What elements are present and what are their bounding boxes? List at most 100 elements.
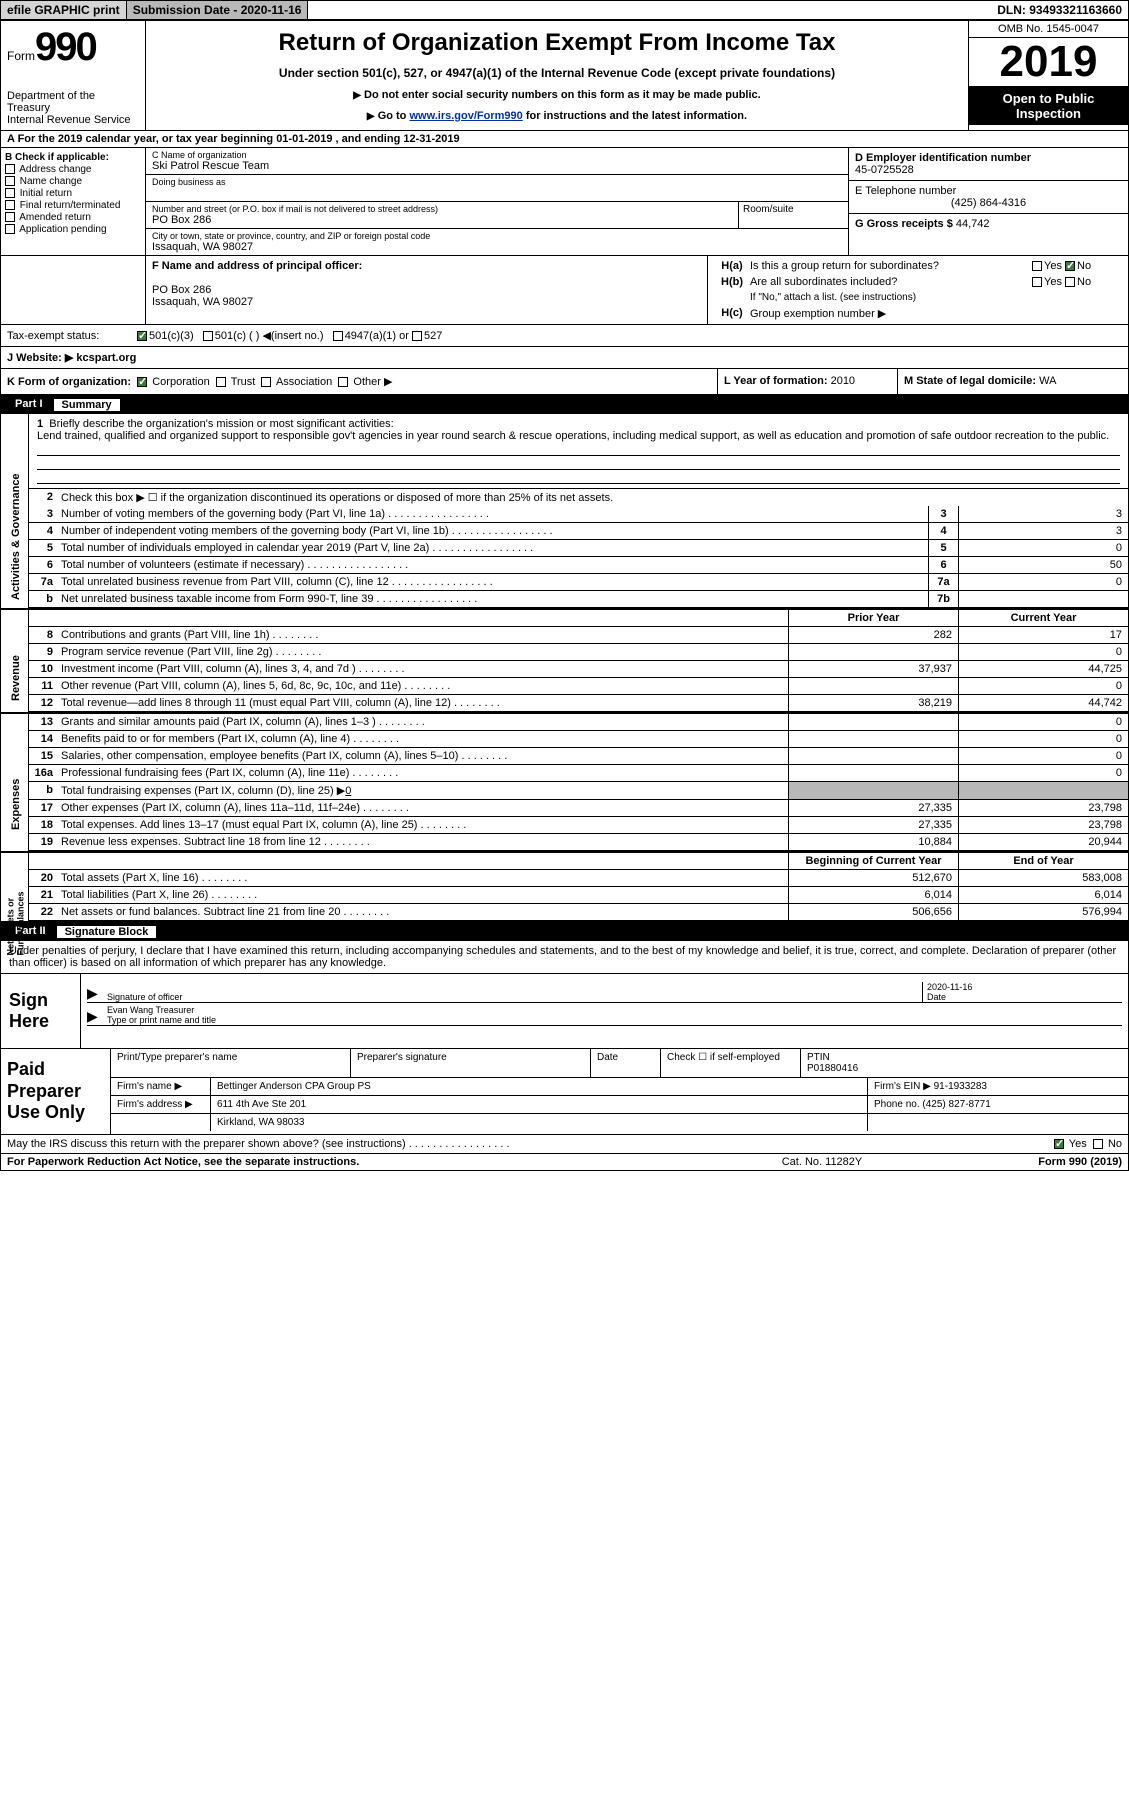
d-label: D Employer identification number <box>855 152 1122 164</box>
summary-line: 4Number of independent voting members of… <box>29 523 1128 540</box>
mission-block: 1 Briefly describe the organization's mi… <box>29 414 1128 489</box>
mission-text: Lend trained, qualified and organized su… <box>37 430 1120 442</box>
tax-status-row: Tax-exempt status: 501(c)(3) 501(c) ( ) … <box>1 325 1128 347</box>
city-value: Issaquah, WA 98027 <box>152 241 842 253</box>
corp-check[interactable] <box>137 377 147 387</box>
b-option[interactable]: Application pending <box>5 224 141 235</box>
officer-addr1: PO Box 286 <box>152 284 701 296</box>
assoc-check[interactable] <box>261 377 271 387</box>
j-label: J Website: ▶ <box>7 352 73 364</box>
form-version: Form 990 (2019) <box>922 1156 1122 1168</box>
header-left: Form 990 Department of the Treasury Inte… <box>1 21 146 130</box>
discuss-no[interactable] <box>1093 1139 1103 1149</box>
part2-title: Signature Block <box>56 925 158 939</box>
summary-line: 15Salaries, other compensation, employee… <box>29 748 1128 765</box>
summary-line: 8Contributions and grants (Part VIII, li… <box>29 627 1128 644</box>
form-word: Form <box>7 49 35 63</box>
room-suite: Room/suite <box>738 202 848 228</box>
summary-line: 10Investment income (Part VIII, column (… <box>29 661 1128 678</box>
k-block: K Form of organization: Corporation Trus… <box>1 369 718 394</box>
firm-phone: (425) 827-8771 <box>922 1099 990 1110</box>
period-row: A For the 2019 calendar year, or tax yea… <box>1 131 1128 148</box>
part1-num: Part I <box>9 398 49 412</box>
summary-line: 9Program service revenue (Part VIII, lin… <box>29 644 1128 661</box>
b-option[interactable]: Address change <box>5 164 141 175</box>
vlabel-revenue: Revenue <box>1 610 29 712</box>
summary-line: 12Total revenue—add lines 8 through 11 (… <box>29 695 1128 712</box>
activities-governance: Activities & Governance 1 Briefly descri… <box>1 414 1128 610</box>
open-public: Open to Public Inspection <box>969 87 1128 125</box>
discuss-yes[interactable] <box>1054 1139 1064 1149</box>
summary-line: 20Total assets (Part X, line 16)512,6705… <box>29 870 1128 887</box>
summary-line: 13Grants and similar amounts paid (Part … <box>29 714 1128 731</box>
527-check[interactable] <box>412 331 422 341</box>
ptin-value: P01880416 <box>807 1063 858 1074</box>
501c3-check[interactable] <box>137 331 147 341</box>
part1-header: Part I Summary <box>1 396 1128 414</box>
f-label: F Name and address of principal officer: <box>152 260 701 272</box>
discuss-row: May the IRS discuss this return with the… <box>1 1135 1128 1154</box>
part2-header: Part II Signature Block <box>1 923 1128 941</box>
dept-treasury: Department of the Treasury Internal Reve… <box>7 90 139 126</box>
fh-row: F Name and address of principal officer:… <box>1 256 1128 325</box>
city-block: City or town, state or province, country… <box>146 229 848 255</box>
header-mid: Return of Organization Exempt From Incom… <box>146 21 968 130</box>
col-b-checkboxes: B Check if applicable: Address change Na… <box>1 148 146 255</box>
b-option[interactable]: Name change <box>5 176 141 187</box>
i-label: Tax-exempt status: <box>7 330 137 342</box>
summary-line: 19Revenue less expenses. Subtract line 1… <box>29 834 1128 851</box>
header-right: OMB No. 1545-0047 2019 Open to Public In… <box>968 21 1128 130</box>
cat-no: Cat. No. 11282Y <box>722 1156 922 1168</box>
address-row: Number and street (or P.O. box if mail i… <box>146 202 848 229</box>
vlabel-ag: Activities & Governance <box>1 414 29 608</box>
h-block: H(a)Is this a group return for subordina… <box>708 256 1128 324</box>
dba-label: Doing business as <box>152 177 842 187</box>
officer-name: Evan Wang Treasurer <box>107 1005 1122 1015</box>
officer-addr2: Issaquah, WA 98027 <box>152 296 701 308</box>
efile-label[interactable]: efile GRAPHIC print <box>1 1 127 19</box>
footer-row: For Paperwork Reduction Act Notice, see … <box>1 1154 1128 1170</box>
g-block: G Gross receipts $ 44,742 <box>849 214 1128 234</box>
summary-line: bNet unrelated business taxable income f… <box>29 591 1128 608</box>
omb-number: OMB No. 1545-0047 <box>969 21 1128 38</box>
expenses-section: Expenses 13Grants and similar amounts pa… <box>1 714 1128 853</box>
summary-line: 14Benefits paid to or for members (Part … <box>29 731 1128 748</box>
g-label: G Gross receipts $ <box>855 218 953 230</box>
b-option[interactable]: Initial return <box>5 188 141 199</box>
sign-block: Sign Here ▶Signature of officer2020-11-1… <box>1 974 1128 1049</box>
l-block: L Year of formation: 2010 <box>718 369 898 394</box>
form-header: Form 990 Department of the Treasury Inte… <box>1 21 1128 131</box>
phone-value: (425) 864-4316 <box>855 197 1122 209</box>
goto-note: ▶ Go to www.irs.gov/Form990 for instruct… <box>154 110 960 122</box>
submission-date-button[interactable]: Submission Date - 2020-11-16 <box>127 1 309 19</box>
summary-line: 22Net assets or fund balances. Subtract … <box>29 904 1128 921</box>
summary-line: 16aProfessional fundraising fees (Part I… <box>29 765 1128 782</box>
form-title: Return of Organization Exempt From Incom… <box>154 29 960 57</box>
col-mid: C Name of organization Ski Patrol Rescue… <box>146 148 1128 255</box>
website-value: kcspart.org <box>76 352 136 364</box>
b-option[interactable]: Final return/terminated <box>5 200 141 211</box>
gross-receipts: 44,742 <box>956 218 990 230</box>
d-block: D Employer identification number 45-0725… <box>849 148 1128 181</box>
sign-here-label: Sign Here <box>1 974 81 1048</box>
klm-row: K Form of organization: Corporation Trus… <box>1 369 1128 396</box>
b-option[interactable]: Amended return <box>5 212 141 223</box>
paid-preparer-block: Paid Preparer Use Only Print/Type prepar… <box>1 1049 1128 1135</box>
irs-link[interactable]: www.irs.gov/Form990 <box>409 110 522 122</box>
sig-officer-label: Signature of officer <box>107 992 922 1002</box>
form-990: Form 990 Department of the Treasury Inte… <box>0 20 1129 1171</box>
m-block: M State of legal domicile: WA <box>898 369 1128 394</box>
other-check[interactable] <box>338 377 348 387</box>
501c-check[interactable] <box>203 331 213 341</box>
4947-check[interactable] <box>333 331 343 341</box>
firm-ein: 91-1933283 <box>934 1081 987 1092</box>
dba-block: Doing business as <box>146 175 848 202</box>
street-address: PO Box 286 <box>152 214 732 226</box>
vlabel-expenses: Expenses <box>1 714 29 851</box>
summary-line: 21Total liabilities (Part X, line 26)6,0… <box>29 887 1128 904</box>
form-number: Form 990 <box>7 25 139 70</box>
paperwork-notice: For Paperwork Reduction Act Notice, see … <box>7 1156 722 1168</box>
org-name: Ski Patrol Rescue Team <box>152 160 842 172</box>
trust-check[interactable] <box>216 377 226 387</box>
part1-title: Summary <box>53 398 121 412</box>
